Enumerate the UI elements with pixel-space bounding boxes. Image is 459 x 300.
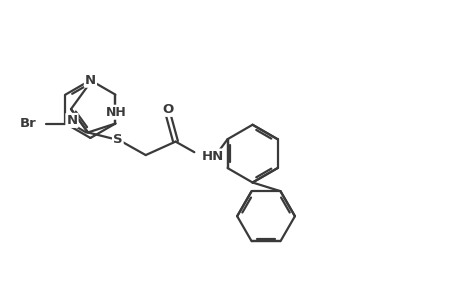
Text: Br: Br: [20, 117, 36, 130]
Text: O: O: [162, 103, 174, 116]
Text: HN: HN: [202, 149, 224, 163]
Text: S: S: [113, 133, 123, 146]
Text: N: N: [66, 114, 78, 127]
Text: N: N: [84, 74, 96, 87]
Text: NH: NH: [106, 106, 127, 119]
